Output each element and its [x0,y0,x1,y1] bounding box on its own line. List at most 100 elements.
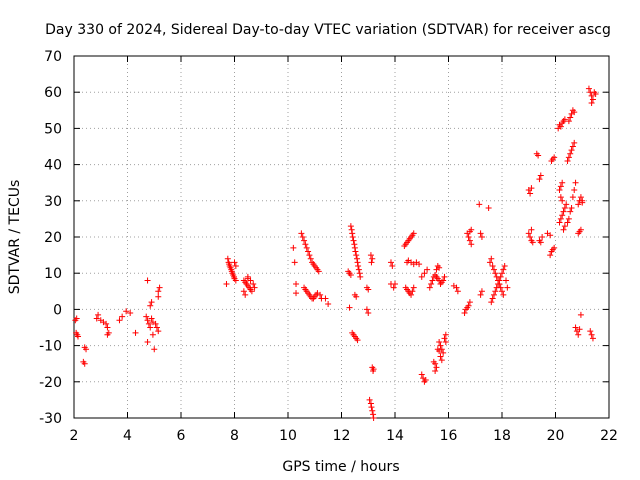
data-point [366,396,373,403]
data-point [436,338,443,345]
data-point [465,302,472,309]
data-point [485,205,492,212]
data-point [370,415,377,421]
x-tick-label: 6 [177,428,186,444]
data-point [500,291,507,298]
data-point [529,239,536,246]
data-point [559,212,566,219]
data-point [547,252,554,259]
data-point [585,85,592,92]
data-point [325,300,332,307]
data-point [561,205,568,212]
data-point [303,244,310,251]
x-tick-label: 2 [70,428,79,444]
data-point [365,286,372,293]
data-point [489,295,496,302]
data-point [466,299,473,306]
data-point [461,310,468,317]
data-point [317,291,324,298]
data-point [410,284,417,291]
data-point [232,277,239,284]
data-point [290,244,297,251]
data-point [572,324,579,331]
data-point [500,266,507,273]
data-point [240,288,247,295]
data-point [571,186,578,193]
data-point [291,259,298,266]
data-point [551,244,558,251]
data-point [589,335,596,342]
data-point [305,248,312,255]
data-point [579,199,586,206]
data-point [223,281,230,288]
data-point [565,154,572,161]
data-point [347,223,354,230]
data-point [250,281,257,288]
x-tick-label: 12 [333,428,351,444]
x-tick-label: 10 [279,428,297,444]
grid [74,56,609,418]
data-point [561,116,568,123]
y-tick-label: 10 [44,266,62,282]
data-point [151,346,158,353]
data-point [588,331,595,338]
data-point [442,338,449,345]
data-point [576,326,583,333]
data-point [564,219,571,226]
data-point [293,281,300,288]
data-point [357,273,364,280]
data-point [440,277,447,284]
data-point [559,179,566,186]
data-point [155,293,162,300]
data-point [147,324,154,331]
data-point [143,313,150,320]
data-point [83,346,90,353]
data-point [123,308,130,315]
chart-title: Day 330 of 2024, Sidereal Day-to-day VTE… [45,22,611,38]
data-point [356,270,363,277]
data-point [442,331,449,338]
x-tick-label: 20 [547,428,565,444]
data-point [539,234,546,240]
y-tick-label: 20 [44,230,62,246]
data-point [438,357,445,364]
data-point [75,333,82,340]
data-point [468,226,475,233]
data-point [149,331,156,338]
data-point [389,262,396,269]
y-tick-label: 50 [44,121,62,137]
data-point [353,252,360,259]
data-point [315,268,322,275]
data-point [497,273,504,280]
data-point [490,291,497,298]
data-point [496,277,503,284]
data-point [556,186,563,193]
data-point [478,288,485,295]
data-point [571,109,578,116]
data-point [351,241,358,248]
data-point [563,201,570,208]
data-point [432,367,439,374]
data-point [347,272,354,279]
data-point [299,234,306,240]
data-point [493,284,500,291]
data-point [504,284,511,291]
data-point [293,290,300,297]
data-point [155,288,162,295]
data-point [127,310,134,317]
data-point [302,241,309,248]
data-point [144,317,151,324]
data-point [465,234,472,240]
data-point [370,366,377,373]
data-point [387,259,394,266]
data-point [421,270,428,277]
data-point [348,226,355,233]
plot-frame [73,55,610,419]
data-point [565,118,572,125]
data-point [535,152,542,159]
data-point [251,284,258,291]
data-point [155,328,162,335]
data-point [369,255,376,262]
y-tick-label: 40 [44,158,62,174]
data-point [437,342,444,349]
